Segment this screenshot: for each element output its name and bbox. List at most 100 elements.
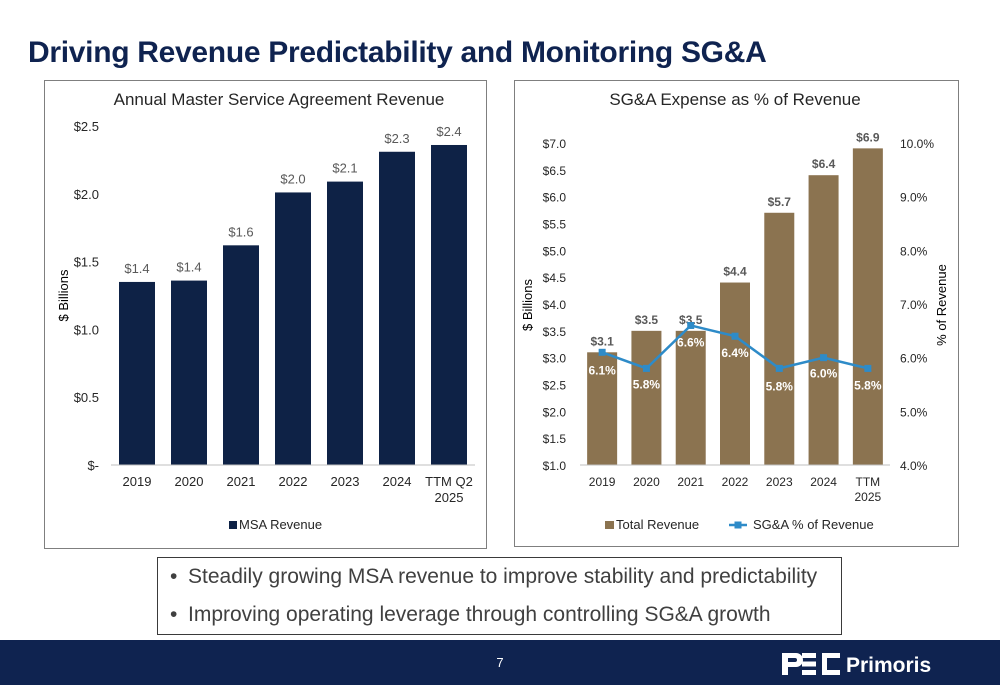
primoris-logo: Primoris	[782, 653, 931, 677]
y-tick-label: $7.0	[543, 137, 567, 151]
x-tick-label: 2024	[810, 475, 837, 489]
y-tick-label: $5.0	[543, 244, 567, 258]
total-revenue-bar	[587, 352, 618, 465]
total-revenue-bar	[852, 148, 883, 465]
legend-label: Total Revenue	[616, 517, 699, 532]
y-tick-label: $1.0	[74, 322, 99, 337]
msa-revenue-bar	[327, 181, 363, 465]
x-tick-label: 2019	[123, 474, 152, 489]
y2-axis-label: % of Revenue	[934, 264, 949, 346]
chart-title: SG&A Expense as % of Revenue	[609, 90, 860, 109]
x-tick-label: 2020	[175, 474, 204, 489]
page-number: 7	[496, 655, 504, 670]
bar-value-label: $3.1	[590, 334, 614, 348]
sga-percent-marker	[642, 364, 650, 372]
bar-value-label: $1.4	[176, 260, 201, 275]
y-tick-label: $-	[87, 458, 99, 473]
bullet-item: • Steadily growing MSA revenue to improve…	[170, 565, 817, 589]
bar-value-label: $5.7	[768, 195, 792, 209]
bar-value-label: $6.4	[812, 157, 836, 171]
slide-title: Driving Revenue Predictability and Monit…	[28, 36, 767, 69]
sga-percent-marker	[731, 332, 739, 340]
y-tick-label: $3.0	[543, 352, 567, 366]
legend-marker-sga	[734, 521, 742, 529]
line-value-label: 6.4%	[721, 346, 749, 360]
y-tick-label: $6.5	[543, 164, 567, 178]
y2-tick-label: 4.0%	[900, 459, 928, 473]
y-axis-label: $ Billions	[520, 278, 535, 331]
msa-revenue-chart-panel: Annual Master Service Agreement Revenue $…	[44, 80, 487, 549]
y-axis-label: $ Billions	[56, 269, 71, 322]
x-tick-label: 2021	[677, 475, 704, 489]
bar-value-label: $4.4	[723, 265, 747, 279]
sga-percent-marker	[820, 354, 828, 362]
sga-percent-marker	[687, 321, 695, 329]
primoris-logo-wordmark: Primoris	[846, 654, 931, 677]
line-value-label: 5.8%	[633, 377, 661, 391]
bar-value-label: $2.1	[332, 161, 357, 176]
y-tick-label: $1.5	[543, 432, 567, 446]
x-tick-label: TTM Q2	[425, 474, 473, 489]
sga-expense-chart-panel: SG&A Expense as % of Revenue $1.0 $1.5 $2.0…	[514, 80, 959, 547]
line-value-label: 5.8%	[854, 378, 882, 392]
line-value-label: 6.0%	[810, 367, 838, 381]
bullet-dot: •	[170, 603, 178, 626]
msa-revenue-bar	[171, 280, 207, 465]
bullet-text: Steadily growing MSA revenue to improve …	[188, 565, 818, 588]
x-tick-label: 2020	[633, 475, 660, 489]
y2-tick-label: 6.0%	[900, 352, 928, 366]
key-takeaways-box: • Steadily growing MSA revenue to improve…	[157, 557, 842, 635]
y2-tick-label: 7.0%	[900, 298, 928, 312]
line-value-label: 5.8%	[766, 379, 794, 393]
y2-tick-label: 5.0%	[900, 405, 928, 419]
msa-revenue-bar	[223, 245, 259, 465]
y-tick-label: $2.0	[543, 405, 567, 419]
total-revenue-bar	[808, 175, 839, 465]
x-tick-label: TTM	[856, 475, 881, 489]
x-tick-label: 2019	[589, 475, 616, 489]
bar-value-label: $3.5	[635, 313, 659, 327]
total-revenue-bar	[675, 330, 706, 465]
sga-percent-marker	[775, 364, 783, 372]
legend-label: SG&A % of Revenue	[753, 517, 874, 532]
bar-value-label: $1.6	[228, 224, 253, 239]
bullet-dot: •	[170, 565, 178, 588]
y-tick-label: $2.0	[74, 187, 99, 202]
bar-value-label: $1.4	[124, 261, 149, 276]
x-tick-label: 2023	[766, 475, 793, 489]
msa-revenue-bar	[379, 151, 415, 465]
legend-swatch-msa-revenue	[229, 521, 237, 529]
line-value-label: 6.6%	[677, 335, 705, 349]
y2-tick-label: 9.0%	[900, 191, 928, 205]
x-tick-label-line2: 2025	[855, 490, 882, 504]
bullet-item: • Improving operating leverage through co…	[170, 603, 771, 627]
y2-tick-label: 8.0%	[900, 244, 928, 258]
legend-swatch-total-revenue	[605, 521, 614, 529]
msa-revenue-bar	[275, 192, 311, 465]
total-revenue-bar	[720, 282, 750, 465]
total-revenue-bar	[764, 212, 795, 465]
msa-revenue-bar	[119, 281, 155, 465]
y-tick-label: $5.5	[543, 218, 567, 232]
x-tick-label: 2023	[331, 474, 360, 489]
y-tick-label: $3.5	[543, 325, 567, 339]
y-tick-label: $1.0	[543, 459, 567, 473]
legend-label: MSA Revenue	[239, 517, 322, 532]
y-tick-label: $1.5	[74, 255, 99, 270]
footer-bar	[0, 640, 1000, 685]
bullet-text: Improving operating leverage through con…	[188, 603, 771, 626]
y-tick-label: $4.0	[543, 298, 567, 312]
bar-value-label: $2.4	[436, 124, 461, 139]
sga-expense-chart: SG&A Expense as % of Revenue $1.0 $1.5 $2.0…	[520, 90, 949, 532]
y-tick-label: $0.5	[74, 390, 99, 405]
sga-percent-marker	[598, 348, 606, 356]
x-tick-label: 2024	[383, 474, 412, 489]
x-tick-label: 2022	[722, 475, 749, 489]
y-tick-label: $2.5	[543, 379, 567, 393]
y2-tick-label: 10.0%	[900, 137, 934, 151]
msa-revenue-chart: Annual Master Service Agreement Revenue $…	[56, 90, 475, 532]
y-tick-label: $6.0	[543, 191, 567, 205]
x-tick-label: 2021	[227, 474, 256, 489]
y-tick-label: $2.5	[74, 119, 99, 134]
total-revenue-bar	[631, 330, 662, 465]
